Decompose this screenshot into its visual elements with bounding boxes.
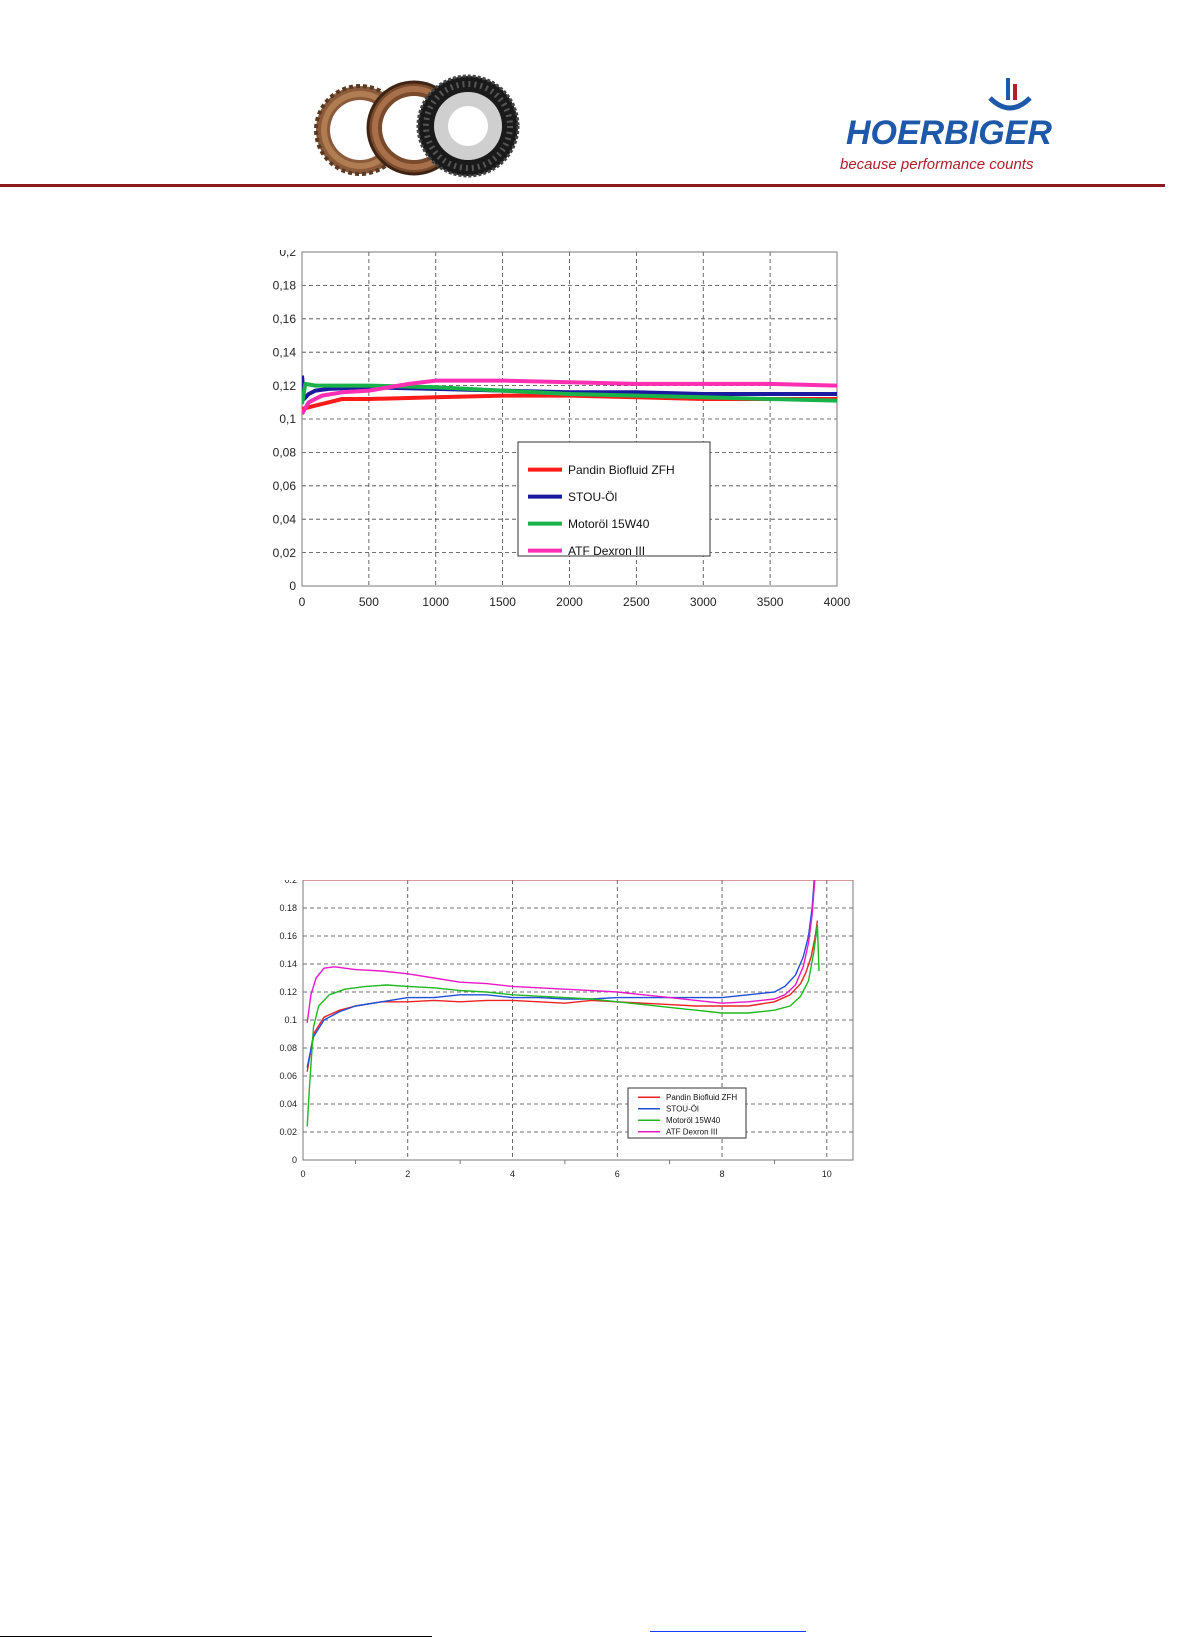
y-tick-label: 0.2 xyxy=(284,880,297,885)
x-tick-label: 6 xyxy=(615,1169,620,1179)
series-line xyxy=(306,880,816,1023)
x-tick-label: 8 xyxy=(720,1169,725,1179)
page-header: HOERBIGER because performance counts xyxy=(0,0,1191,190)
y-tick-label: 0,04 xyxy=(273,512,297,526)
hoerbiger-logo: HOERBIGER because performance counts xyxy=(838,72,1063,178)
plot-group: 0 0,02 0,04 0,06 0,08 0,1 0,12 0,14 0,16 0,18 0,2 0… xyxy=(273,250,851,609)
y-tick-label: 0.16 xyxy=(279,931,297,941)
footer-link[interactable] xyxy=(650,1631,806,1632)
y-tick-label: 0 xyxy=(292,1155,297,1165)
x-tick-label: 1000 xyxy=(422,595,449,609)
y-tick-label: 0,12 xyxy=(273,379,297,393)
series-line xyxy=(306,924,820,1127)
y-tick-label: 0,16 xyxy=(273,312,297,326)
x-tick-label: 3500 xyxy=(757,595,784,609)
clutch-friction-discs-icon xyxy=(314,74,520,178)
legend: Pandin Biofluid ZFH STOU-Öl Motoröl 15W40 A… xyxy=(627,1087,747,1139)
brand-name: HOERBIGER xyxy=(846,114,1052,152)
x-tick-label: 2500 xyxy=(623,595,650,609)
series-line xyxy=(302,381,837,405)
y-tick-label: 0,02 xyxy=(273,546,297,560)
legend-label: STOU-Öl xyxy=(666,1105,699,1114)
footer-rule xyxy=(0,1636,432,1637)
y-tick-label: 0.08 xyxy=(279,1043,297,1053)
hoerbiger-mark-icon xyxy=(988,78,1032,111)
legend-label: ATF Dexron III xyxy=(568,544,645,558)
x-tick-label: 0 xyxy=(300,1169,305,1179)
header-rule xyxy=(0,184,1165,187)
y-tick-label: 0,14 xyxy=(273,345,297,359)
legend-label: Motoröl 15W40 xyxy=(568,517,650,531)
y-tick-label: 0.14 xyxy=(279,959,297,969)
x-tick-label: 500 xyxy=(359,595,379,609)
x-tick-label: 10 xyxy=(822,1169,832,1179)
x-tick-label: 4 xyxy=(510,1169,515,1179)
x-tick-label: 3000 xyxy=(690,595,717,609)
y-tick-label: 0.1 xyxy=(284,1015,297,1025)
x-tick-label: 1500 xyxy=(489,595,516,609)
y-tick-label: 0,2 xyxy=(279,250,296,259)
legend-label: Pandin Biofluid ZFH xyxy=(666,1093,737,1102)
x-tick-label: 0 xyxy=(299,595,306,609)
plot-frame xyxy=(302,880,854,1161)
plot-frame xyxy=(301,251,838,587)
legend: Pandin Biofluid ZFH STOU-Öl Motoröl 15W40 A… xyxy=(517,441,711,558)
legend-label: STOU-Öl xyxy=(568,490,617,504)
y-tick-label: 0,18 xyxy=(273,279,297,293)
chart-2: 0 0.02 0.04 0.06 0.08 0.1 0.12 0.14 0.16 0.18 0.2 0… xyxy=(279,880,854,1179)
series-line xyxy=(302,378,837,415)
x-tick-label: 2000 xyxy=(556,595,583,609)
y-tick-label: 0.02 xyxy=(279,1127,297,1137)
legend-box xyxy=(627,1087,747,1139)
y-tick-label: 0.04 xyxy=(279,1099,297,1109)
y-tick-label: 0.12 xyxy=(279,987,297,997)
plot-group: 0 0.02 0.04 0.06 0.08 0.1 0.12 0.14 0.16 0.18 0.2 0… xyxy=(279,880,854,1179)
y-tick-label: 0,1 xyxy=(279,412,296,426)
y-tick-label: 0,08 xyxy=(273,446,297,460)
y-tick-label: 0,06 xyxy=(273,479,297,493)
brand-tagline: because performance counts xyxy=(840,156,1034,173)
legend-label: ATF Dexron III xyxy=(666,1128,717,1137)
x-tick-label: 4000 xyxy=(824,595,851,609)
x-tick-label: 2 xyxy=(405,1169,410,1179)
legend-label: Pandin Biofluid ZFH xyxy=(568,463,675,477)
chart-1: 0 0,02 0,04 0,06 0,08 0,1 0,12 0,14 0,16 0,18 0,2 0… xyxy=(273,250,851,609)
y-tick-label: 0.18 xyxy=(279,903,297,913)
legend-label: Motoröl 15W40 xyxy=(666,1116,721,1125)
y-tick-label: 0.06 xyxy=(279,1071,297,1081)
y-tick-label: 0 xyxy=(289,579,296,593)
legend-box xyxy=(517,441,711,557)
